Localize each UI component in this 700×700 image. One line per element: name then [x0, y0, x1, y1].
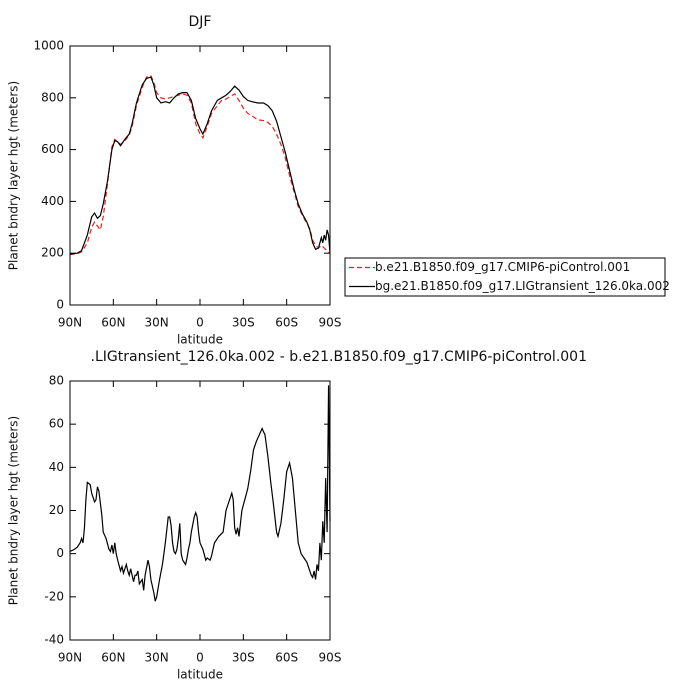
- plot-frame: [69, 380, 331, 641]
- y-tick-label: -40: [44, 633, 64, 647]
- y-tick-label: 40: [49, 460, 64, 474]
- y-tick-label: 1000: [33, 39, 64, 53]
- data-line: [69, 385, 331, 602]
- y-axis-label: Planet bndry layer hgt (meters): [7, 416, 21, 606]
- chart-title: DJF: [189, 14, 212, 30]
- data-line: [69, 75, 331, 256]
- plot-frame: [69, 45, 331, 306]
- x-tick-label: 0: [196, 316, 204, 330]
- y-tick-label: -20: [44, 589, 64, 603]
- x-tick-label: 90S: [319, 651, 342, 665]
- y-axis-label: Planet bndry layer hgt (meters): [7, 81, 21, 271]
- x-tick-label: 30N: [145, 316, 169, 330]
- y-tick-label: 800: [41, 90, 64, 104]
- legend-box: [344, 257, 666, 297]
- x-tick-label: 60N: [101, 651, 125, 665]
- y-tick-label: 0: [56, 546, 64, 560]
- x-tick-label: 90N: [58, 651, 82, 665]
- legend-label: b.e21.B1850.f09_g17.CMIP6-piControl.001: [375, 260, 630, 274]
- x-tick-label: 60N: [101, 316, 125, 330]
- y-tick-label: 200: [41, 246, 64, 260]
- y-tick-label: 80: [49, 374, 64, 388]
- y-tick-label: 400: [41, 194, 64, 208]
- x-tick-label: 30S: [232, 316, 255, 330]
- y-tick-label: 0: [56, 298, 64, 312]
- data-line: [69, 76, 331, 255]
- x-tick-label: 30N: [145, 651, 169, 665]
- x-tick-label: 60S: [275, 316, 298, 330]
- x-axis-label: latitude: [177, 333, 223, 347]
- x-tick-label: 0: [196, 651, 204, 665]
- x-tick-label: 90S: [319, 316, 342, 330]
- chart-title: .LIGtransient_126.0ka.002 - b.e21.B1850.…: [91, 349, 587, 365]
- x-axis-label: latitude: [177, 668, 223, 682]
- x-tick-label: 60S: [275, 651, 298, 665]
- y-tick-label: 600: [41, 142, 64, 156]
- legend-label: bg.e21.B1850.f09_g17.LIGtransient_126.0k…: [375, 279, 670, 293]
- x-tick-label: 90N: [58, 316, 82, 330]
- x-tick-label: 30S: [232, 651, 255, 665]
- y-tick-label: 60: [49, 417, 64, 431]
- y-tick-label: 20: [49, 503, 64, 517]
